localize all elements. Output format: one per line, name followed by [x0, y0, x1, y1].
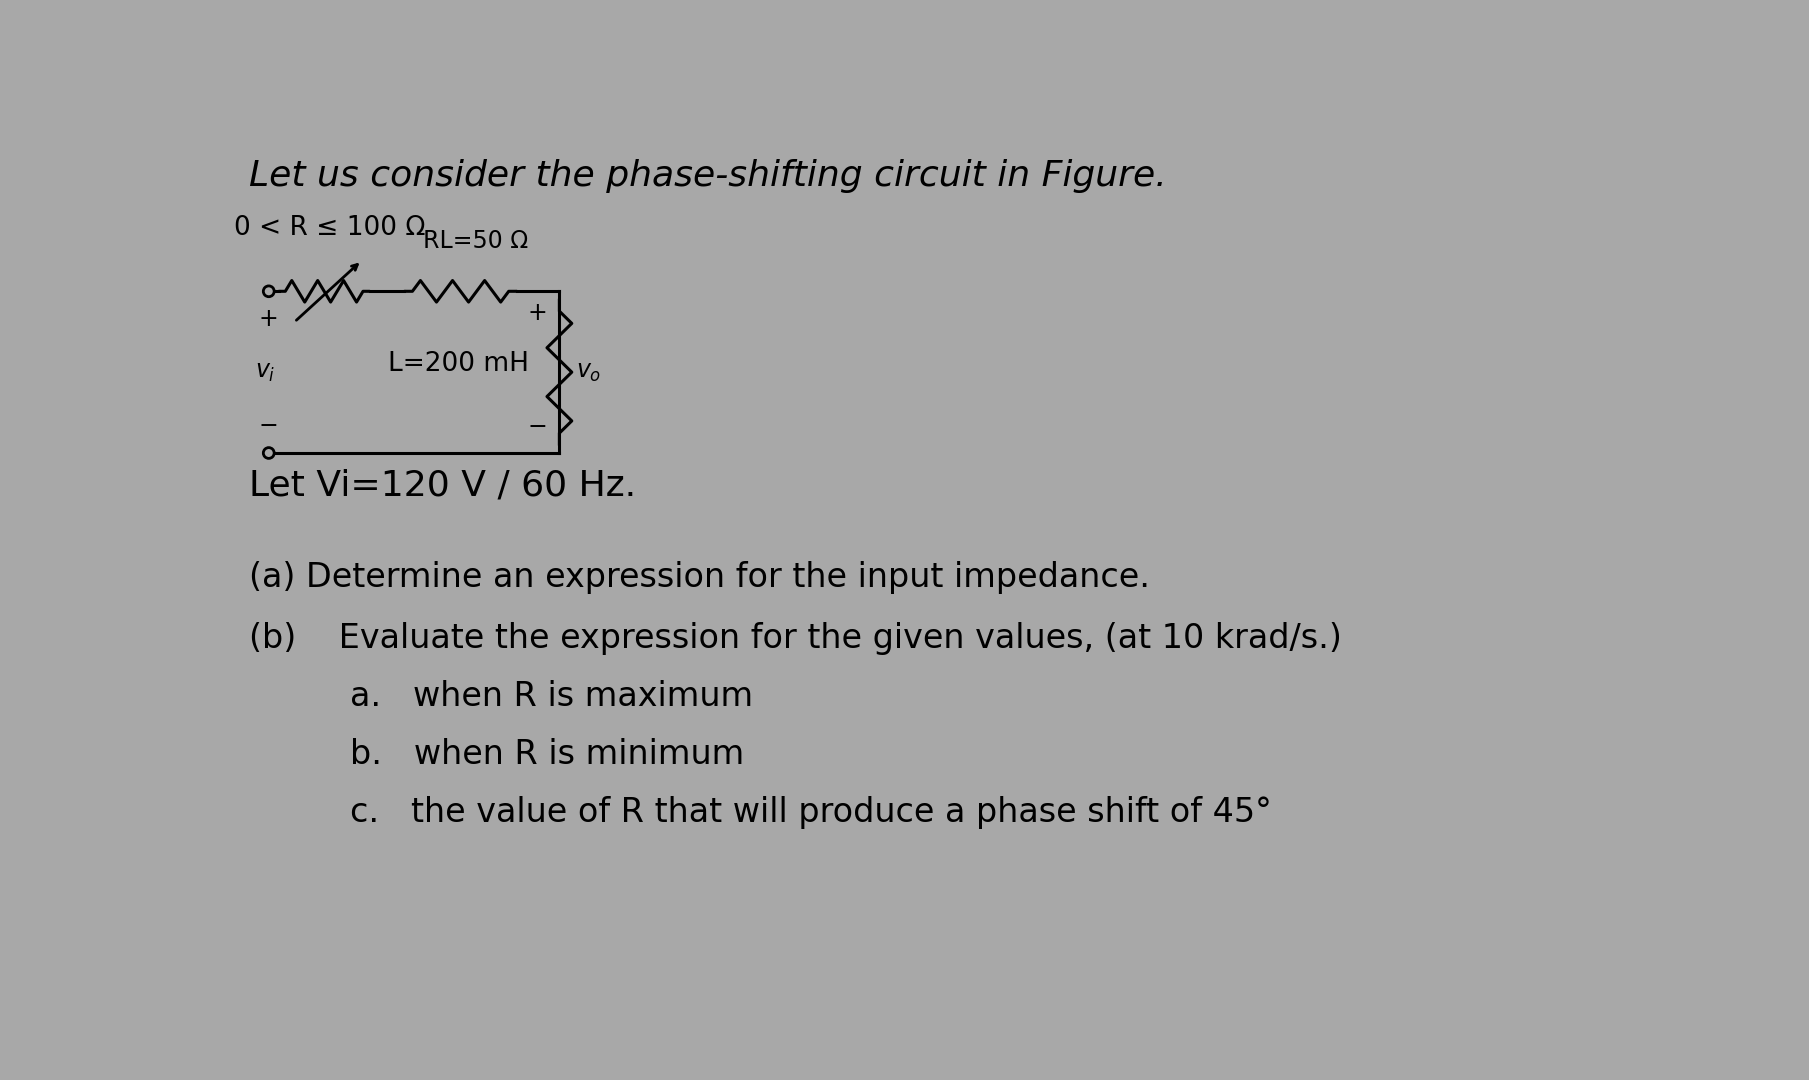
Text: a.   when R is maximum: a. when R is maximum [351, 680, 753, 713]
Text: b.   when R is minimum: b. when R is minimum [351, 738, 743, 771]
Text: +: + [528, 300, 548, 325]
Text: $v_i$: $v_i$ [255, 360, 275, 384]
Text: −: − [528, 415, 548, 440]
Text: c.   the value of R that will produce a phase shift of 45°: c. the value of R that will produce a ph… [351, 796, 1272, 828]
Text: +: + [259, 307, 279, 330]
Text: L=200 mH: L=200 mH [389, 351, 528, 377]
Text: Let Vi=120 V / 60 Hz.: Let Vi=120 V / 60 Hz. [250, 469, 637, 502]
Text: (b)    Evaluate the expression for the given values, (at 10 krad/s.): (b) Evaluate the expression for the give… [250, 622, 1342, 656]
Text: (a) Determine an expression for the input impedance.: (a) Determine an expression for the inpu… [250, 561, 1151, 594]
Text: $v_o$: $v_o$ [577, 360, 602, 384]
Text: Let us consider the phase-shifting circuit in Figure.: Let us consider the phase-shifting circu… [250, 159, 1167, 193]
Text: 0 < R ≤ 100 Ω: 0 < R ≤ 100 Ω [233, 215, 425, 241]
Text: −: − [259, 414, 279, 437]
Text: RL=50 Ω: RL=50 Ω [423, 229, 528, 253]
